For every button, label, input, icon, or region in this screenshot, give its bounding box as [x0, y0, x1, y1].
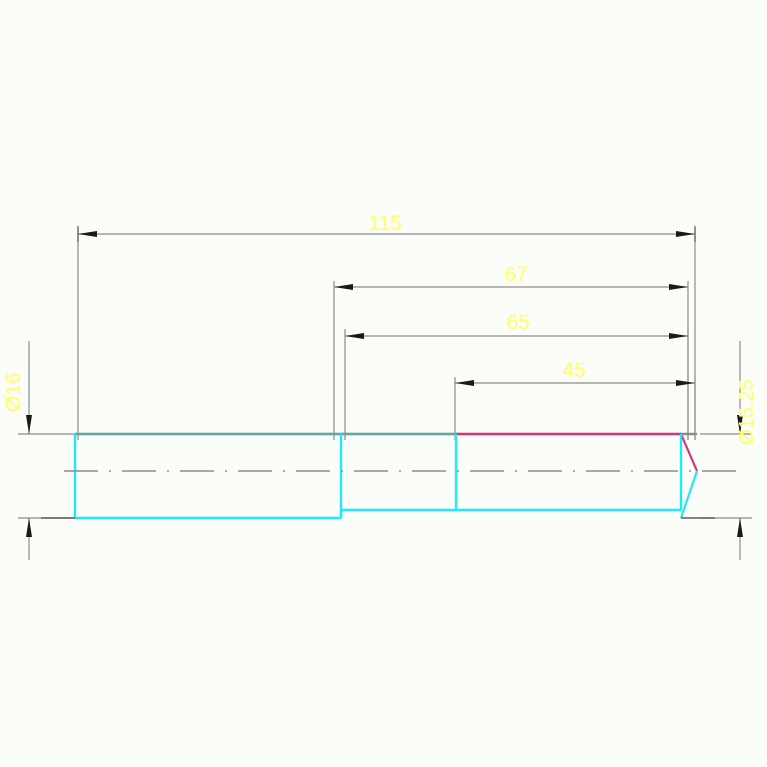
dimension-65: 65 — [344, 311, 689, 440]
dimension-label-45: 45 — [562, 359, 585, 382]
arrowhead-top-d1525 — [737, 415, 743, 434]
dimension-diameter-16: Ø16 — [2, 341, 80, 560]
arrowhead-left-45 — [455, 380, 474, 386]
arrowhead-left-115 — [78, 231, 97, 237]
dimension-label-115: 115 — [368, 212, 401, 235]
profile-chamfer-lower-cyan — [679, 470, 699, 519]
dimension-label-diameter-15-25: Ø15.25 — [736, 379, 758, 445]
dimension-45: 45 — [454, 359, 696, 440]
dimension-67: 67 — [333, 263, 689, 440]
arrowhead-bottom-d16 — [26, 518, 32, 537]
arrowhead-right-45 — [676, 380, 695, 386]
arrowhead-right-67 — [669, 284, 688, 290]
dimension-label-65: 65 — [506, 311, 529, 334]
arrowhead-left-65 — [345, 333, 364, 339]
arrowhead-left-67 — [334, 284, 353, 290]
dimension-label-67: 67 — [504, 263, 527, 286]
arrowhead-right-115 — [676, 231, 695, 237]
dimension-diameter-15-25: Ø15.25 — [700, 341, 758, 560]
dimension-label-diameter-16: Ø16 — [2, 372, 25, 412]
dimension-115: 115 — [77, 212, 696, 440]
profile-chamfer-upper-magenta — [679, 433, 699, 472]
arrowhead-bottom-d1525 — [737, 518, 743, 537]
part-profile — [41, 432, 715, 520]
arrowhead-top-d16 — [26, 415, 32, 434]
arrowhead-right-65 — [669, 333, 688, 339]
